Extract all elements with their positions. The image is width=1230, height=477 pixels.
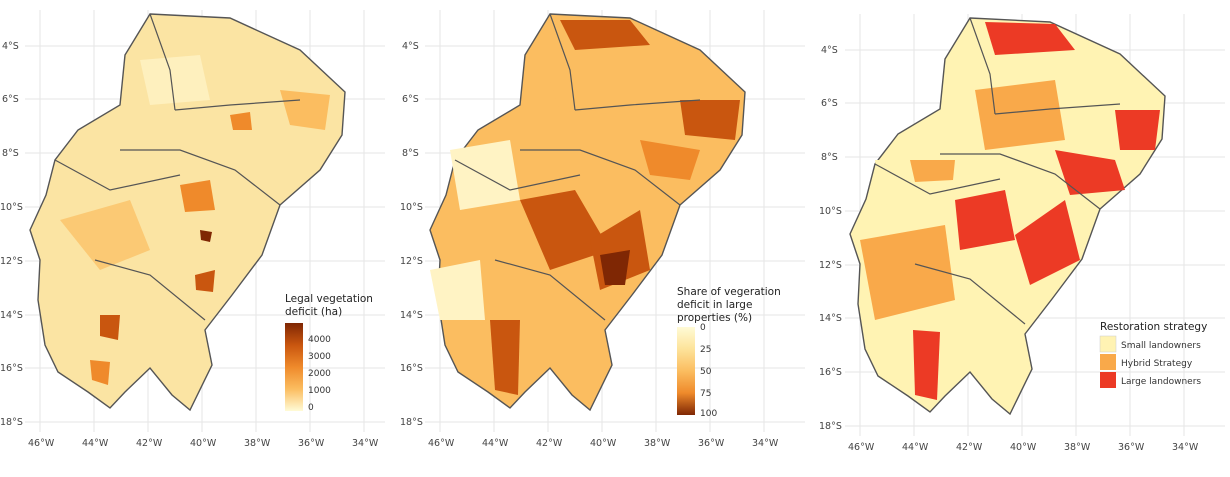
map-panel-share: 4°S 6°S 8°S 10°S 12°S 14°S 16°S 18°S 46°…: [400, 0, 810, 472]
lat-axis-labels: 4°S 6°S 8°S 10°S 12°S 14°S 16°S 18°S: [819, 45, 842, 432]
svg-text:50: 50: [700, 367, 712, 377]
svg-text:46°W: 46°W: [848, 442, 875, 453]
svg-text:deficit (ha): deficit (ha): [285, 306, 342, 318]
svg-text:1000: 1000: [308, 386, 331, 396]
map-strategy: 4°S 6°S 8°S 10°S 12°S 14°S 16°S 18°S 46°…: [819, 14, 1225, 453]
svg-text:Legal vegetation: Legal vegetation: [285, 293, 373, 305]
svg-text:18°S: 18°S: [400, 417, 423, 428]
svg-text:3000: 3000: [308, 352, 331, 362]
state-borders: [874, 17, 1121, 325]
region-shape: [29, 13, 346, 412]
map-panel-strategy: 4°S 6°S 8°S 10°S 12°S 14°S 16°S 18°S 46°…: [815, 0, 1230, 472]
svg-text:12°S: 12°S: [400, 256, 423, 267]
svg-text:18°S: 18°S: [819, 421, 842, 432]
map-share: 4°S 6°S 8°S 10°S 12°S 14°S 16°S 18°S 46°…: [400, 10, 805, 449]
svg-text:40°W: 40°W: [1010, 442, 1037, 453]
state-borders: [54, 13, 301, 321]
svg-text:46°W: 46°W: [28, 438, 55, 449]
svg-text:42°W: 42°W: [136, 438, 163, 449]
svg-text:42°W: 42°W: [536, 438, 563, 449]
svg-text:16°S: 16°S: [400, 363, 423, 374]
lon-axis-labels: 46°W 44°W 42°W 40°W 38°W 36°W 34°W: [848, 442, 1199, 453]
svg-text:38°W: 38°W: [644, 438, 671, 449]
svg-text:deficit in large: deficit in large: [677, 299, 752, 311]
svg-text:8°S: 8°S: [2, 148, 19, 159]
svg-text:36°W: 36°W: [1118, 442, 1145, 453]
svg-text:75: 75: [700, 389, 711, 399]
svg-text:Hybrid Strategy: Hybrid Strategy: [1121, 359, 1193, 369]
deficit-hotspots: [60, 55, 330, 385]
map-panel-deficit: 4°S 6°S 8°S 10°S 12°S 14°S 16°S 18°S 46°…: [0, 0, 400, 472]
legend-colorbar: [677, 327, 695, 415]
svg-text:25: 25: [700, 345, 711, 355]
svg-text:2000: 2000: [308, 369, 331, 379]
svg-text:6°S: 6°S: [402, 94, 419, 105]
svg-text:34°W: 34°W: [752, 438, 779, 449]
legend-deficit: Legal vegetation deficit (ha) 4000 3000 …: [285, 293, 373, 413]
svg-text:0: 0: [700, 323, 706, 333]
svg-text:10°S: 10°S: [819, 206, 842, 217]
svg-text:16°S: 16°S: [0, 363, 23, 374]
svg-text:38°W: 38°W: [1064, 442, 1091, 453]
svg-text:14°S: 14°S: [400, 310, 423, 321]
svg-text:40°W: 40°W: [590, 438, 617, 449]
svg-text:properties (%): properties (%): [677, 312, 752, 324]
svg-text:46°W: 46°W: [428, 438, 455, 449]
svg-text:18°S: 18°S: [0, 417, 23, 428]
svg-text:Restoration strategy: Restoration strategy: [1100, 321, 1207, 333]
svg-text:10°S: 10°S: [400, 202, 423, 213]
lat-axis-labels: 4°S 6°S 8°S 10°S 12°S 14°S 16°S 18°S: [400, 41, 423, 428]
svg-text:14°S: 14°S: [819, 313, 842, 324]
svg-text:Large landowners: Large landowners: [1121, 377, 1201, 387]
svg-text:8°S: 8°S: [402, 148, 419, 159]
lat-axis-labels: 4°S 6°S 8°S 10°S 12°S 14°S 16°S 18°S: [0, 41, 23, 428]
svg-text:0: 0: [308, 403, 314, 413]
legend-swatch-large: [1100, 372, 1116, 388]
legend-share: Share of vegeration deficit in large pro…: [677, 286, 781, 419]
svg-text:4°S: 4°S: [2, 41, 19, 52]
svg-text:14°S: 14°S: [0, 310, 23, 321]
svg-text:100: 100: [700, 409, 717, 419]
legend-swatch-hybrid: [1100, 354, 1116, 370]
svg-text:16°S: 16°S: [819, 367, 842, 378]
svg-text:4°S: 4°S: [402, 41, 419, 52]
svg-text:4°S: 4°S: [821, 45, 838, 56]
state-borders: [454, 13, 701, 321]
legend-swatch-small: [1099, 335, 1117, 353]
lon-axis-labels: 46°W 44°W 42°W 40°W 38°W 36°W 34°W: [28, 438, 379, 449]
svg-text:34°W: 34°W: [1172, 442, 1199, 453]
svg-text:44°W: 44°W: [482, 438, 509, 449]
map-deficit: 4°S 6°S 8°S 10°S 12°S 14°S 16°S 18°S 46°…: [0, 10, 385, 449]
svg-text:36°W: 36°W: [298, 438, 325, 449]
lon-axis-labels: 46°W 44°W 42°W 40°W 38°W 36°W 34°W: [428, 438, 779, 449]
svg-text:4000: 4000: [308, 335, 331, 345]
svg-text:6°S: 6°S: [2, 94, 19, 105]
svg-text:6°S: 6°S: [821, 98, 838, 109]
svg-text:38°W: 38°W: [244, 438, 271, 449]
svg-text:40°W: 40°W: [190, 438, 217, 449]
svg-text:12°S: 12°S: [819, 260, 842, 271]
svg-text:8°S: 8°S: [821, 152, 838, 163]
legend-strategy: Restoration strategy Small landowners Hy…: [1099, 321, 1207, 388]
svg-text:42°W: 42°W: [956, 442, 983, 453]
svg-text:Share of vegeration: Share of vegeration: [677, 286, 781, 298]
share-hotspots: [430, 20, 740, 395]
svg-text:36°W: 36°W: [698, 438, 725, 449]
svg-text:Small landowners: Small landowners: [1121, 341, 1201, 351]
svg-text:44°W: 44°W: [82, 438, 109, 449]
svg-text:44°W: 44°W: [902, 442, 929, 453]
legend-colorbar: [285, 323, 303, 411]
svg-text:10°S: 10°S: [0, 202, 23, 213]
svg-text:12°S: 12°S: [0, 256, 23, 267]
svg-text:34°W: 34°W: [352, 438, 379, 449]
strategy-regions: [860, 22, 1160, 400]
